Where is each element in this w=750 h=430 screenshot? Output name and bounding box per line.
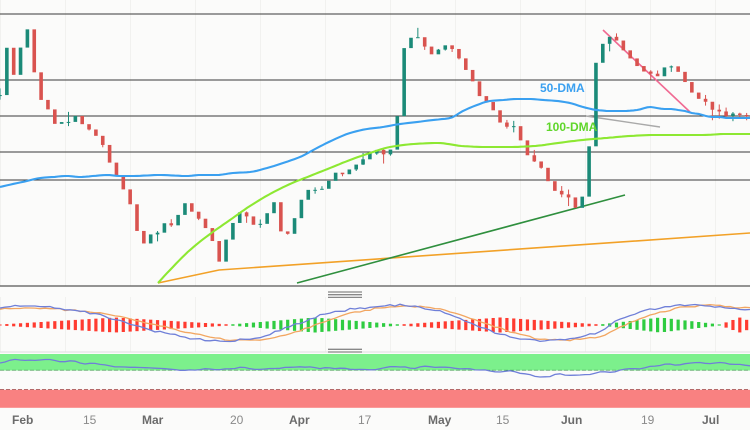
svg-text:50-DMA: 50-DMA (540, 81, 585, 95)
svg-text:Jul: Jul (702, 413, 719, 427)
svg-text:17: 17 (358, 413, 372, 427)
svg-text:Feb: Feb (12, 413, 33, 427)
svg-text:15: 15 (83, 413, 97, 427)
svg-text:Apr: Apr (289, 413, 310, 427)
svg-text:15: 15 (496, 413, 510, 427)
svg-text:19: 19 (641, 413, 655, 427)
svg-text:May: May (428, 413, 452, 427)
svg-text:Mar: Mar (142, 413, 164, 427)
svg-text:Jun: Jun (561, 413, 582, 427)
svg-text:20: 20 (230, 413, 244, 427)
svg-text:100-DMA: 100-DMA (546, 120, 598, 134)
